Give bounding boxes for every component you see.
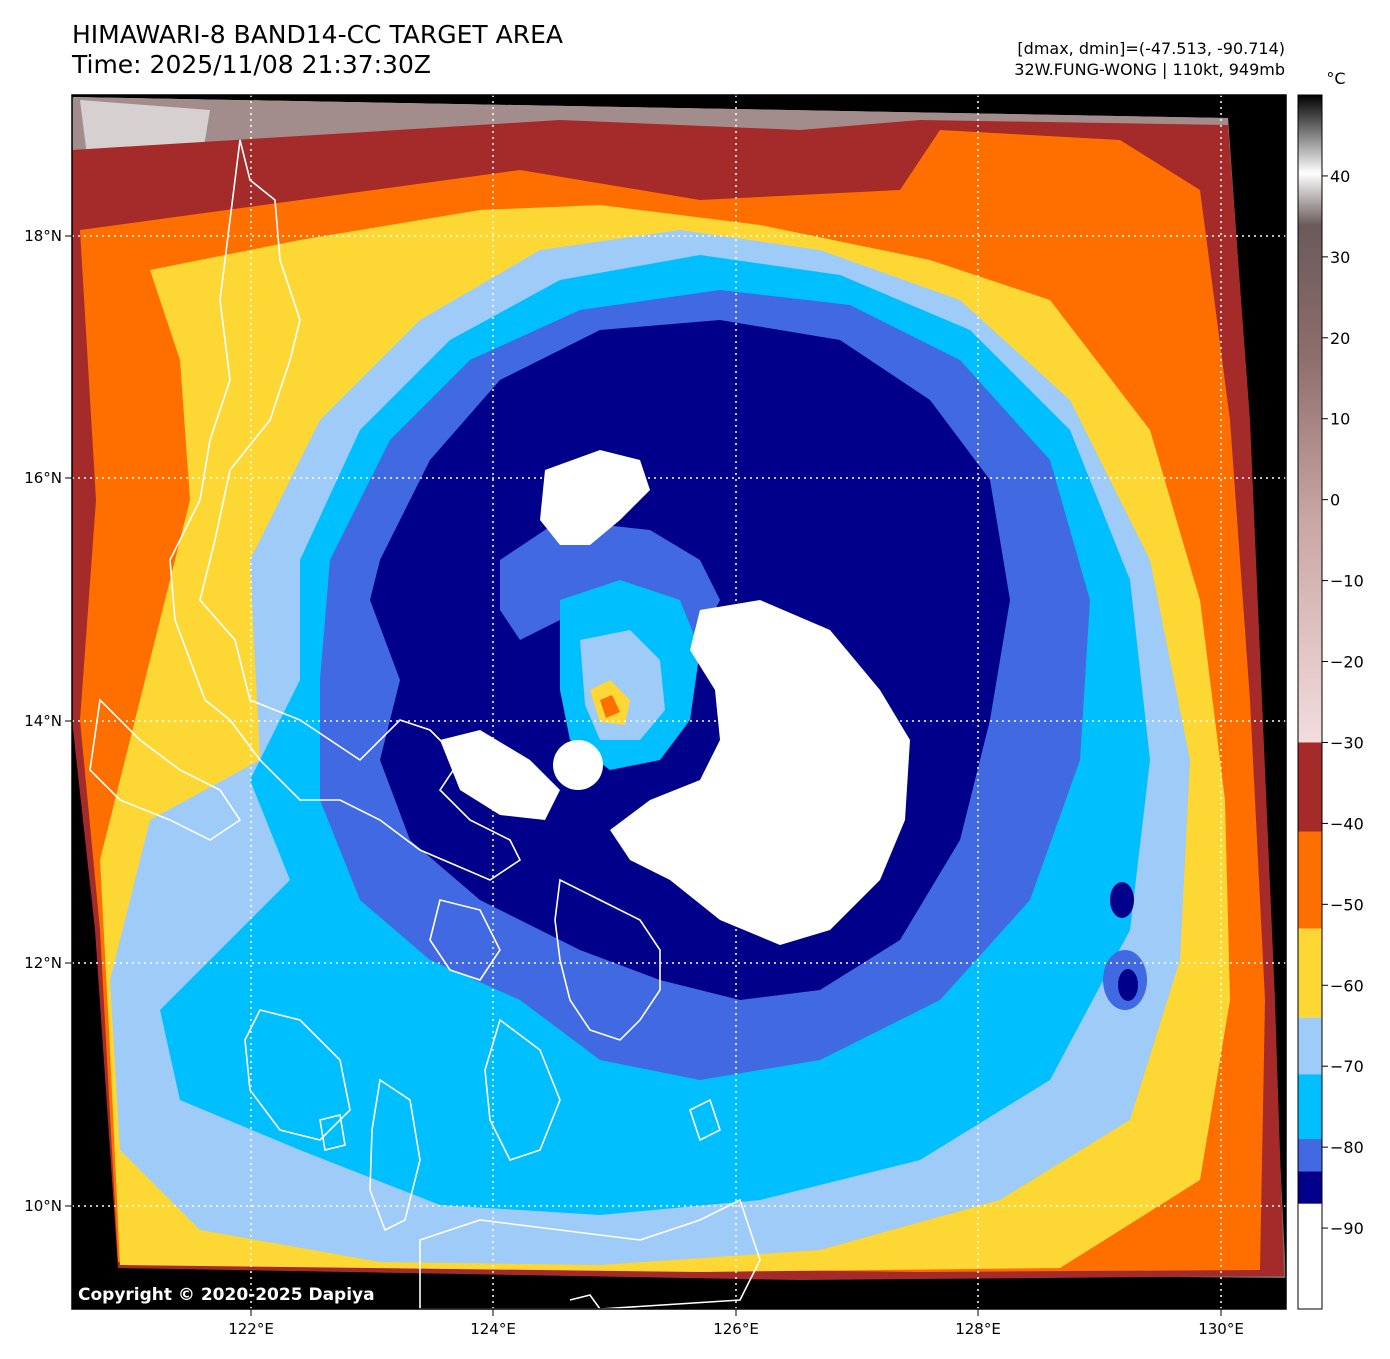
lat-label-12: 12°N [24, 954, 62, 972]
title-line-1: HIMAWARI-8 BAND14-CC TARGET AREA [72, 20, 564, 49]
lat-label-18: 18°N [24, 227, 62, 245]
colorbar-band-5 [1298, 1139, 1322, 1172]
colorbar-tick-label: 0 [1330, 491, 1340, 510]
colorbar-warm-section [1298, 95, 1322, 747]
coast-samar [554, 878, 661, 1041]
map-border [71, 94, 1287, 1310]
colorbar-band-7 [1298, 1203, 1322, 1309]
colorbar-tick-label: −70 [1330, 1057, 1364, 1076]
colorbar-tick-label: −80 [1330, 1138, 1364, 1157]
colorbar-tick-label: −90 [1330, 1219, 1364, 1238]
lon-label-122: 122°E [228, 1320, 274, 1338]
colorbar-tick-label: 10 [1330, 410, 1350, 429]
coast-leyte [484, 1018, 561, 1161]
colorbar-tick-label: 30 [1330, 248, 1350, 267]
copyright-text: Copyright © 2020-2025 Dapiya [78, 1285, 375, 1305]
lat-ticks [65, 235, 72, 1207]
lon-label-126: 126°E [713, 1320, 759, 1338]
lon-label-128: 128°E [955, 1320, 1001, 1338]
dmax-dmin-readout: [dmax, dmin]=(-47.513, -90.714) [1017, 39, 1285, 58]
lat-label-10: 10°N [24, 1197, 62, 1215]
colorbar-border [1297, 94, 1323, 1310]
colorbar-tick-label: 20 [1330, 329, 1350, 348]
colorbar-ticks: 40 30 20 10 0 −10 −20 −30 −40 −50 −60 −70 −80 −90 [1322, 167, 1364, 1238]
colorbar-tick-label: 40 [1330, 167, 1350, 186]
colorbar-tick-label: −40 [1330, 814, 1364, 833]
colorbar-unit: °C [1326, 69, 1345, 88]
lat-label-16: 16°N [24, 469, 62, 487]
cdo-cold-tops-north [540, 450, 650, 545]
colorbar-band-4 [1298, 1074, 1322, 1140]
title-line-2: Time: 2025/11/08 21:37:30Z [72, 50, 431, 79]
east-cell-1-core [1118, 969, 1138, 1001]
coast-small-1 [689, 1098, 721, 1142]
lon-ticks [250, 1309, 1222, 1316]
cdo-cold-tops-main [610, 600, 910, 945]
coast-mindoro [89, 698, 242, 841]
colorbar-tick-label: −10 [1330, 572, 1364, 591]
graticule [72, 95, 1286, 1309]
colorbar-band-1 [1298, 831, 1322, 929]
chart-title: HIMAWARI-8 BAND14-CC TARGET AREA Time: 2… [72, 20, 563, 80]
colorbar: °C 40 30 20 10 0 −10 −20 −30 −40 −50 −60 −70 −80 −90 [1297, 69, 1364, 1310]
cdo-cold-tops-west [440, 730, 560, 820]
colorbar-band-3 [1298, 1017, 1322, 1075]
colorbar-tick-label: −60 [1330, 976, 1364, 995]
coast-negros [369, 1078, 421, 1232]
lon-label-124: 124°E [470, 1320, 516, 1338]
imagery-layer: Copyright © 2020-2025 Dapiya [72, 95, 1286, 1309]
colorbar-bands [1298, 742, 1322, 1309]
coast-luzon [169, 139, 522, 881]
coast-mindanao [419, 1198, 761, 1309]
coastlines [89, 139, 761, 1309]
coast-masbate [429, 899, 501, 981]
chart-meta: [dmax, dmin]=(-47.513, -90.714) 32W.FUNG… [1014, 38, 1285, 80]
coast-small-2 [319, 1114, 346, 1151]
colorbar-band-2 [1298, 928, 1322, 1018]
coast-panay [244, 1009, 351, 1141]
colorbar-tick-label: −30 [1330, 733, 1364, 752]
lon-label-130: 130°E [1198, 1320, 1244, 1338]
colorbar-band-0 [1298, 742, 1322, 832]
east-cell-2 [1110, 882, 1134, 918]
colorbar-tick-label: −20 [1330, 653, 1364, 672]
storm-info: 32W.FUNG-WONG | 110kt, 949mb [1014, 60, 1285, 79]
coast-small-3 [569, 1294, 601, 1309]
colorbar-tick-label: −50 [1330, 895, 1364, 914]
lat-label-14: 14°N [24, 712, 62, 730]
cdo-cold-tops-round [553, 740, 603, 790]
colorbar-band-6 [1298, 1171, 1322, 1204]
eye-warm-core [600, 695, 620, 718]
